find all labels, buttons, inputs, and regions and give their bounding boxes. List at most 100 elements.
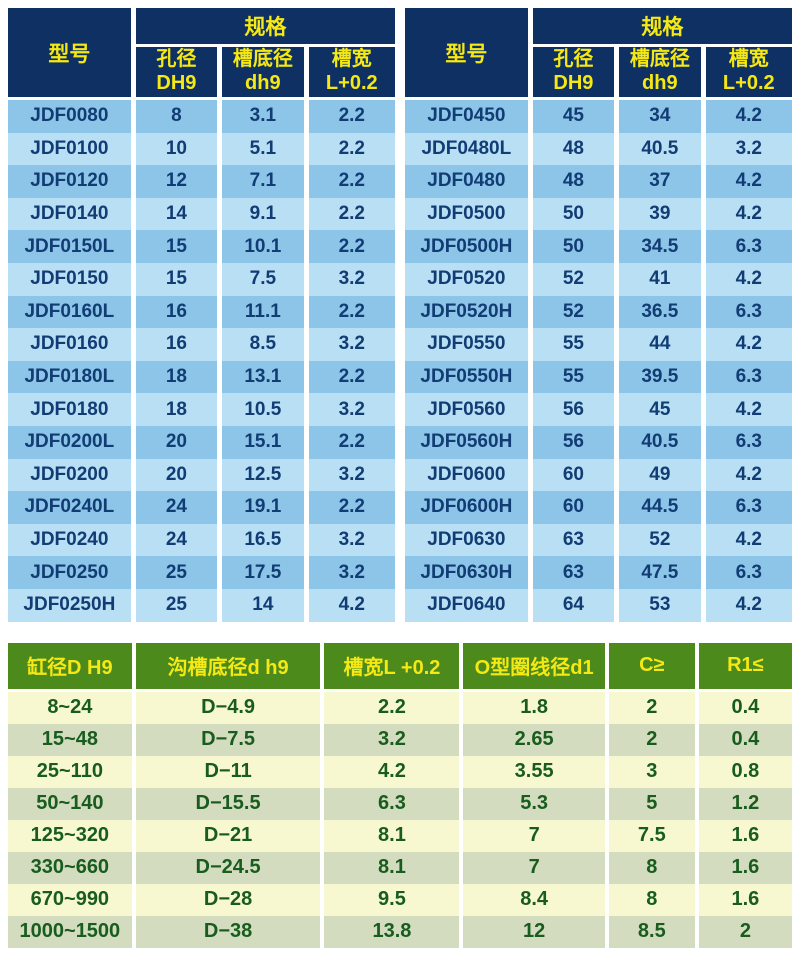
groove-width-cell: 3.2: [308, 458, 395, 492]
groove-width-column-header: 槽宽 L+0.2: [705, 47, 792, 100]
c-min-cell: 8: [608, 883, 699, 916]
table-row: JDF0120 12 7.1 2.2: [8, 165, 395, 198]
groove-dia-cell: 53: [619, 588, 706, 622]
model-spec-table-left: 型号 规格 孔径 DH9 槽底径 dh9 槽宽 L+0.2 JDF0080 8 3.1…: [8, 8, 395, 622]
groove-width-cell: 2.2: [308, 425, 395, 459]
bore-cell: 10: [135, 132, 223, 166]
groove-width-cell: 4.2: [705, 458, 792, 492]
bore-cell: 25: [135, 556, 223, 589]
groove-width-cell: 2.2: [308, 230, 395, 263]
table-row: JDF0630H 63 47.5 6.3: [405, 556, 792, 589]
model-spec-tables: 型号 规格 孔径 DH9 槽底径 dh9 槽宽 L+0.2 JDF0080 8 3.1…: [8, 8, 792, 622]
c-min-cell: 7.5: [608, 819, 699, 852]
bore-cell: 25: [135, 588, 223, 622]
table-row: JDF0150 15 7.5 3.2: [8, 262, 395, 296]
groove-dia-cell: 36.5: [619, 295, 706, 329]
bore-cell: 63: [532, 556, 620, 589]
bore-cell: 20: [135, 425, 223, 459]
table-row: JDF0140 14 9.1 2.2: [8, 197, 395, 231]
table-row: JDF0240 24 16.5 3.2: [8, 523, 395, 557]
r1-max-cell: 0.8: [698, 755, 792, 788]
table-row: JDF0480L 48 40.5 3.2: [405, 132, 792, 166]
oring-wire-dia-column-header: O型圈线径d1: [463, 642, 609, 692]
groove-width-cell: 3.2: [705, 132, 792, 166]
groove-width-cell: 2.2: [324, 691, 464, 724]
bore-cell: 56: [532, 425, 620, 459]
groove-bottom-dia-cell: D−38: [135, 915, 325, 948]
groove-dia-cell: 34: [619, 100, 706, 133]
oring-wire-dia-cell: 7: [463, 851, 609, 884]
r1-max-column-header: R1≤: [698, 642, 792, 692]
groove-dia-cell: 44: [619, 328, 706, 361]
model-cell: JDF0180: [8, 393, 136, 426]
groove-width-cell: 3.2: [308, 556, 395, 589]
model-cell: JDF0100: [8, 132, 136, 166]
groove-width-cell: 2.2: [308, 132, 395, 166]
groove-width-cell: 3.2: [308, 328, 395, 361]
model-cell: JDF0200: [8, 458, 136, 492]
model-cell: JDF0150L: [8, 230, 136, 263]
table-row: JDF0240L 24 19.1 2.2: [8, 491, 395, 524]
groove-dia-column-header: 槽底径 dh9: [619, 47, 706, 100]
model-cell: JDF0500H: [405, 230, 533, 263]
header-line: 槽底径: [232, 48, 293, 71]
table-header: 型号 规格 孔径 DH9 槽底径 dh9 槽宽 L+0.2: [8, 8, 395, 100]
groove-dia-cell: 14: [222, 588, 309, 622]
groove-dia-cell: 17.5: [222, 556, 309, 589]
table-row: JDF0520H 52 36.5 6.3: [405, 295, 792, 329]
bore-range-cell: 50~140: [8, 787, 136, 820]
groove-width-cell: 13.8: [324, 915, 464, 948]
bore-cell: 55: [532, 328, 620, 361]
model-column-header: 型号: [8, 8, 136, 100]
table-row: 125~320 D−21 8.1 7 7.5 1.6: [8, 819, 792, 852]
bore-cell: 8: [135, 100, 223, 133]
model-cell: JDF0600H: [405, 491, 533, 524]
model-cell: JDF0150: [8, 262, 136, 296]
r1-max-cell: 1.6: [698, 883, 792, 916]
c-min-cell: 8: [608, 851, 699, 884]
header-line: 孔径: [156, 48, 197, 71]
groove-dia-cell: 52: [619, 523, 706, 557]
groove-dia-cell: 10.1: [222, 230, 309, 263]
groove-width-cell: 4.2: [705, 588, 792, 622]
groove-width-cell: 3.2: [324, 723, 464, 756]
groove-width-cell: 6.3: [705, 360, 792, 394]
groove-width-cell: 4.2: [308, 588, 395, 622]
c-min-cell: 2: [608, 723, 699, 756]
groove-dia-cell: 40.5: [619, 425, 706, 459]
groove-dia-cell: 45: [619, 393, 706, 426]
table-row: 15~48 D−7.5 3.2 2.65 2 0.4: [8, 723, 792, 756]
groove-width-cell: 6.3: [705, 230, 792, 263]
bore-cell: 20: [135, 458, 223, 492]
header-line: DH9: [156, 72, 197, 94]
model-cell: JDF0080: [8, 100, 136, 133]
groove-dia-cell: 12.5: [222, 458, 309, 492]
header-line: 孔径: [553, 48, 594, 71]
groove-bottom-dia-column-header: 沟槽底径d h9: [135, 642, 325, 692]
table-row: JDF0550 55 44 4.2: [405, 328, 792, 361]
model-cell: JDF0120: [8, 165, 136, 198]
oring-wire-dia-cell: 8.4: [463, 883, 609, 916]
header-line: 槽宽: [331, 48, 372, 71]
groove-dia-cell: 34.5: [619, 230, 706, 263]
table-row: JDF0480 48 37 4.2: [405, 165, 792, 198]
model-cell: JDF0520H: [405, 295, 533, 329]
groove-width-cell: 8.1: [324, 819, 464, 852]
table-row: JDF0600H 60 44.5 6.3: [405, 491, 792, 524]
model-column-header: 型号: [405, 8, 533, 100]
groove-width-cell: 4.2: [705, 262, 792, 296]
model-cell: JDF0160: [8, 328, 136, 361]
table-row: JDF0500 50 39 4.2: [405, 197, 792, 231]
bore-cell: 52: [532, 295, 620, 329]
bore-cell: 55: [532, 360, 620, 394]
table-body: JDF0450 45 34 4.2 JDF0480L 48 40.5 3.2 J…: [405, 100, 792, 622]
model-cell: JDF0640: [405, 588, 533, 622]
spec-group-header: 规格: [135, 8, 395, 47]
c-min-column-header: C≥: [608, 642, 699, 692]
groove-width-cell: 6.3: [324, 787, 464, 820]
header-line: dh9: [245, 72, 281, 94]
model-cell: JDF0450: [405, 100, 533, 133]
model-cell: JDF0480L: [405, 132, 533, 166]
header-line: 槽底径: [629, 48, 690, 71]
